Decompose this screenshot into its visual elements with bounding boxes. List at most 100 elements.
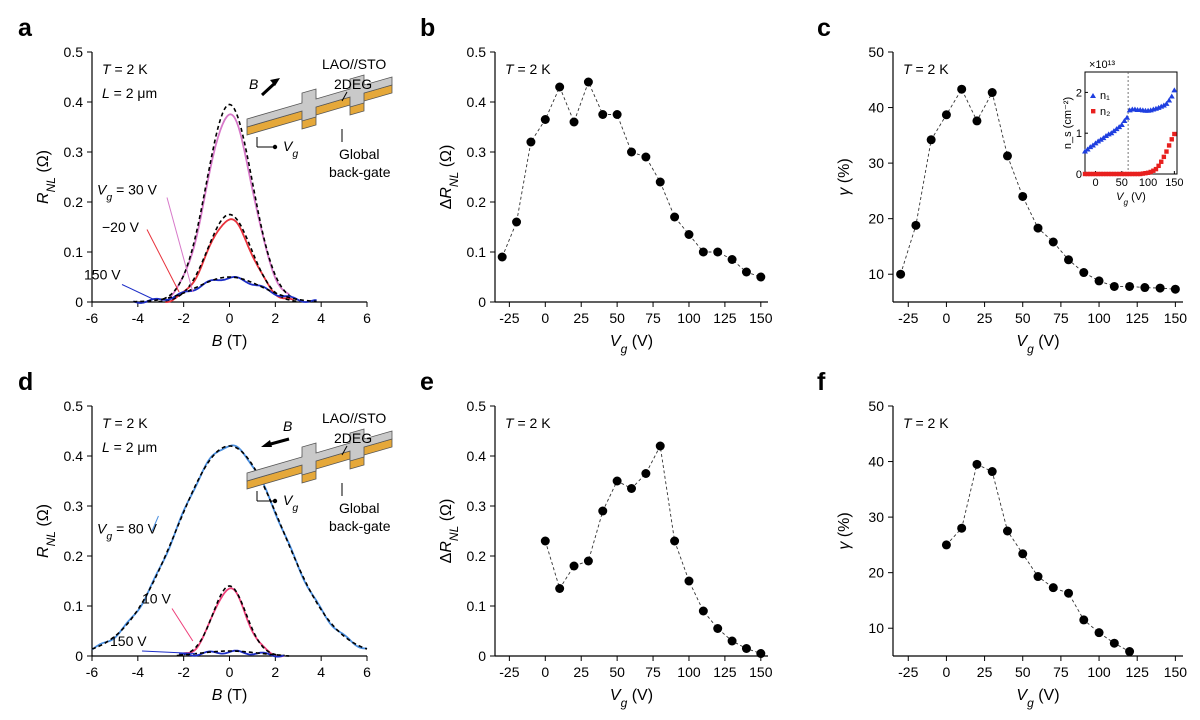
- x-axis-label: Vg (V): [1016, 687, 1059, 710]
- data-point: [497, 252, 507, 262]
- data-point: [727, 255, 737, 264]
- data-point: [1002, 151, 1012, 161]
- y-tick-label: 40: [868, 454, 884, 470]
- series-leader: [151, 515, 159, 532]
- x-axis-label: B (T): [212, 687, 248, 704]
- inset-point-n1: [1166, 97, 1173, 103]
- inset-legend-n1: n₁: [1100, 90, 1110, 102]
- data-point: [612, 476, 622, 486]
- inset-point-n2: [1106, 171, 1111, 177]
- fit-line: [158, 213, 301, 303]
- inset-point-n2: [1119, 171, 1124, 177]
- y-axis-label: γ (%): [836, 158, 853, 195]
- inset-point-n2: [1095, 171, 1101, 177]
- annotation: L = 2 μm: [102, 85, 157, 101]
- data-point: [569, 561, 579, 571]
- x-tick-label: 125: [713, 310, 737, 326]
- x-axis-label: Vg (V): [1016, 333, 1059, 356]
- inset-point-n1: [1168, 93, 1175, 99]
- data-point: [1048, 237, 1058, 247]
- series-label: −20 V: [102, 219, 140, 235]
- inset-point-n1: [1095, 138, 1102, 144]
- y-tick-label: 0.2: [467, 548, 487, 564]
- x-tick-label: -2: [177, 664, 190, 680]
- panel-letter: f: [817, 368, 826, 396]
- series-label: 150 V: [84, 267, 121, 283]
- inset-point-n2: [1161, 154, 1167, 160]
- fit-line: [91, 445, 368, 650]
- y-axis-label: ΔRNL (Ω): [438, 145, 461, 210]
- inset-legend-marker-n1: [1090, 93, 1096, 98]
- inset-point-n2: [1145, 170, 1151, 175]
- x-tick-label: 75: [1053, 664, 1069, 680]
- channel-top: [246, 74, 393, 128]
- x-axis-label: Vg (V): [610, 687, 653, 710]
- inset-point-n2: [1124, 171, 1130, 177]
- x-tick-label: 100: [677, 310, 701, 326]
- 2deg-leader: [341, 91, 348, 102]
- data-point: [627, 484, 636, 493]
- gate-contact-dot: [272, 498, 278, 504]
- x-tick-label: 50: [609, 310, 625, 326]
- y-tick-label: 0: [75, 648, 83, 664]
- data-point: [641, 469, 651, 478]
- x-tick-label: 0: [226, 664, 234, 680]
- data-point: [1109, 638, 1119, 648]
- inset-label-global: Global: [339, 500, 379, 516]
- inset-point-n1: [1160, 102, 1167, 108]
- x-tick-label: -25: [499, 310, 519, 326]
- inset-point-n2: [1151, 168, 1156, 173]
- x-tick-label: 150: [1164, 310, 1188, 326]
- x-tick-label: 75: [645, 664, 661, 680]
- series-leader: [166, 197, 194, 293]
- data-point: [684, 576, 694, 586]
- x-tick-label: -6: [86, 310, 99, 326]
- data-point: [540, 536, 550, 546]
- inset-label-vg: Vg: [283, 492, 298, 514]
- inset-point-n2: [1172, 131, 1177, 137]
- inset-point-n2: [1169, 137, 1174, 142]
- data-point: [670, 212, 680, 222]
- inset-y-axis-label: n_s (cm⁻²): [1062, 97, 1074, 149]
- annotation: T = 2 K: [903, 415, 949, 431]
- series-leader: [141, 650, 196, 654]
- data-point: [1109, 281, 1119, 291]
- y-axis-label: RNL (Ω): [35, 504, 58, 558]
- y-tick-label: 0.3: [64, 498, 84, 514]
- inset-point-n2: [1135, 171, 1140, 177]
- annotation: T = 2 K: [505, 61, 551, 77]
- inset-point-n2: [1166, 143, 1172, 148]
- inset-label-backgate: back-gate: [329, 164, 391, 180]
- y-tick-label: 0.3: [467, 144, 487, 160]
- data-point: [727, 636, 737, 646]
- field-arrow-head: [270, 78, 280, 86]
- y-axis-label-group: ΔRNL (Ω): [438, 499, 461, 564]
- data-point: [627, 147, 636, 157]
- y-tick-label: 0.1: [467, 244, 487, 260]
- x-tick-label: 25: [573, 310, 589, 326]
- data-point: [1018, 549, 1028, 559]
- x-tick-label: 0: [943, 310, 951, 326]
- data-point: [698, 247, 708, 257]
- inset-point-n1: [1097, 136, 1104, 142]
- inset-point-n2: [1164, 149, 1169, 154]
- x-tick-label: -4: [132, 664, 145, 680]
- x-tick-label: -25: [898, 664, 918, 680]
- inset-point-n2: [1156, 163, 1161, 169]
- data-point: [555, 82, 565, 92]
- x-tick-label: 150: [749, 664, 773, 680]
- x-axis-label: Vg (V): [610, 333, 653, 356]
- series-label: 150 V: [110, 633, 147, 649]
- data-point: [1064, 588, 1074, 598]
- data-point: [1094, 276, 1104, 286]
- data-point: [583, 77, 593, 87]
- data-point: [713, 624, 723, 633]
- annotation: T = 2 K: [505, 415, 551, 431]
- inset-point-n2: [1098, 171, 1103, 177]
- fit-line: [133, 276, 317, 303]
- data-point: [957, 523, 967, 533]
- data-point: [911, 220, 921, 230]
- inset-point-n1: [1118, 122, 1125, 128]
- panel-b: b -25 0 25 50 75 100 125 150 0 0.1 0.2 0.3 0.4 0.5 Vg (…: [420, 14, 773, 356]
- series-label: 10 V: [142, 591, 171, 607]
